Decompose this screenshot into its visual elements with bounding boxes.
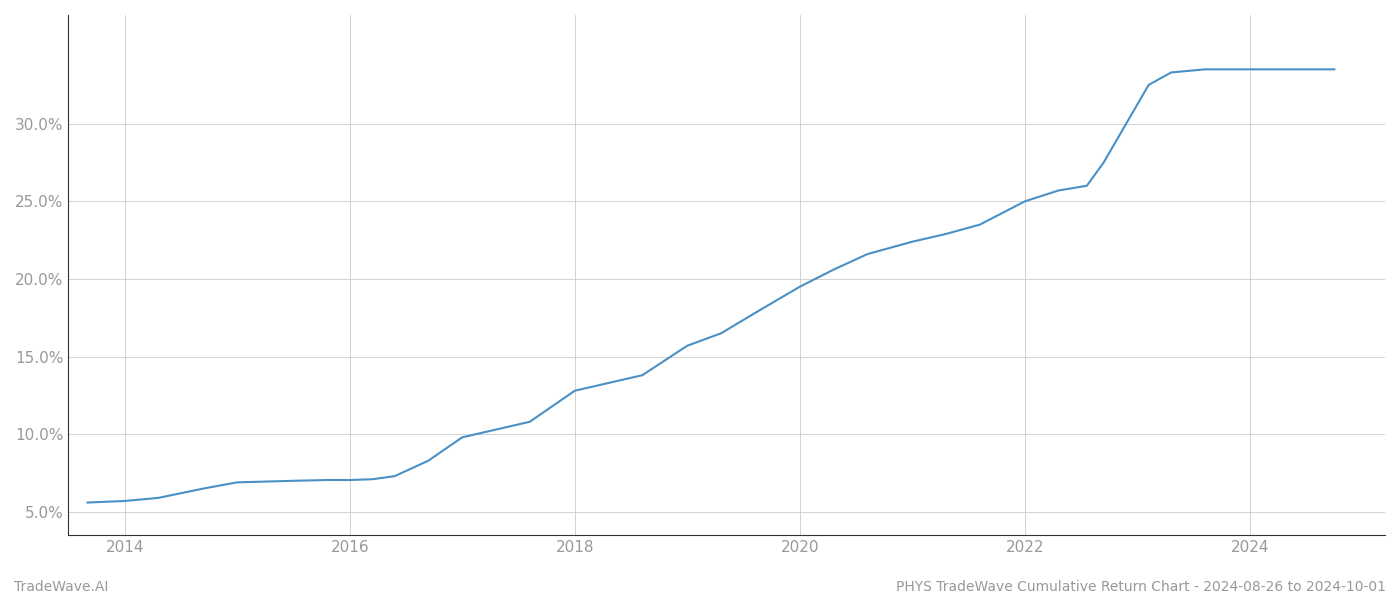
Text: TradeWave.AI: TradeWave.AI <box>14 580 108 594</box>
Text: PHYS TradeWave Cumulative Return Chart - 2024-08-26 to 2024-10-01: PHYS TradeWave Cumulative Return Chart -… <box>896 580 1386 594</box>
